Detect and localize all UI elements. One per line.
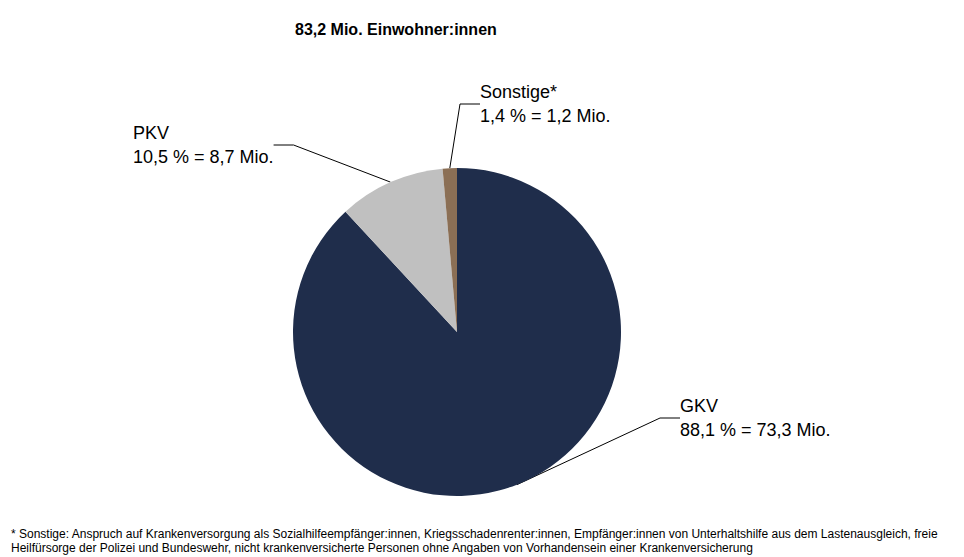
- svg-text:* Sonstige: Anspruch auf Krank: * Sonstige: Anspruch auf Krankenversorgu…: [11, 527, 941, 541]
- svg-text:83,2 Mio. Einwohner:innen: 83,2 Mio. Einwohner:innen: [295, 21, 497, 38]
- svg-text:PKV: PKV: [133, 123, 169, 143]
- svg-text:88,1 % = 73,3 Mio.: 88,1 % = 73,3 Mio.: [680, 420, 831, 440]
- svg-text:Sonstige*: Sonstige*: [480, 82, 557, 102]
- svg-text:GKV: GKV: [680, 396, 718, 416]
- svg-text:1,4 % = 1,2 Mio.: 1,4 % = 1,2 Mio.: [480, 106, 611, 126]
- svg-text:Heilfürsorge der Polizei und B: Heilfürsorge der Polizei und Bundeswehr,…: [11, 541, 753, 555]
- svg-text:10,5 % = 8,7 Mio.: 10,5 % = 8,7 Mio.: [133, 147, 274, 167]
